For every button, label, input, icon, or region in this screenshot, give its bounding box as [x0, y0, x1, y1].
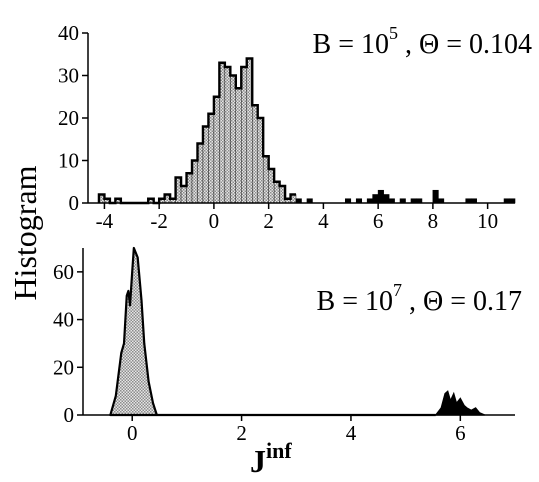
top-panel: -4 -2 0 2 4 6 8 10 0 10 20 30 40 B = 105 , Θ = 0.104 [58, 21, 532, 233]
top-y-tick-label: 40 [58, 21, 79, 45]
histogram-bar [224, 66, 231, 204]
top-annotation: B = 105 , Θ = 0.104 [313, 23, 532, 60]
top-x-tick-label: 10 [477, 209, 498, 233]
top-x-tick-label: 4 [318, 209, 329, 233]
bottom-y-tick-label: 0 [64, 403, 75, 427]
top-y-tick-label: 20 [58, 106, 79, 130]
bottom-y-tick-label: 40 [53, 308, 74, 332]
x-axis-label-sup: inf [266, 438, 292, 463]
distribution-peak-main [109, 246, 158, 417]
bottom-x-tick-label: 6 [455, 421, 466, 445]
top-y-tick-label: 0 [69, 191, 80, 215]
x-axis-label-main: J [250, 443, 266, 479]
x-axis-label: Jinf [250, 438, 292, 479]
top-x-tick-label: -4 [96, 209, 114, 233]
histogram-bar [383, 194, 390, 204]
top-y-tick-label: 10 [58, 149, 79, 173]
top-x-tick-label: 6 [373, 209, 384, 233]
histogram-bar [235, 88, 242, 204]
y-axis-label: Histogram [7, 165, 43, 300]
distribution-peak-secondary [434, 390, 486, 416]
top-x-tick-label: -2 [150, 209, 168, 233]
histogram-bar [432, 189, 439, 204]
bottom-x-tick-label: 0 [127, 421, 138, 445]
histogram-bar [180, 185, 187, 204]
top-x-tick-label: 0 [209, 209, 220, 233]
histogram-bar [372, 194, 379, 204]
histogram-bar [377, 189, 384, 204]
bottom-x-tick-label: 4 [346, 421, 357, 445]
bottom-y-tick-label: 20 [53, 355, 74, 379]
top-x-tick-label: 8 [428, 209, 439, 233]
histogram-bar [252, 105, 258, 204]
top-x-tick-label: 2 [263, 209, 274, 233]
histogram-bar [230, 75, 237, 204]
bottom-y-tick-label: 60 [53, 260, 74, 284]
bottom-annotation: B = 107 , Θ = 0.17 [317, 280, 522, 317]
bottom-x-tick-label: 2 [236, 421, 247, 445]
top-y-tick-label: 30 [58, 64, 79, 88]
